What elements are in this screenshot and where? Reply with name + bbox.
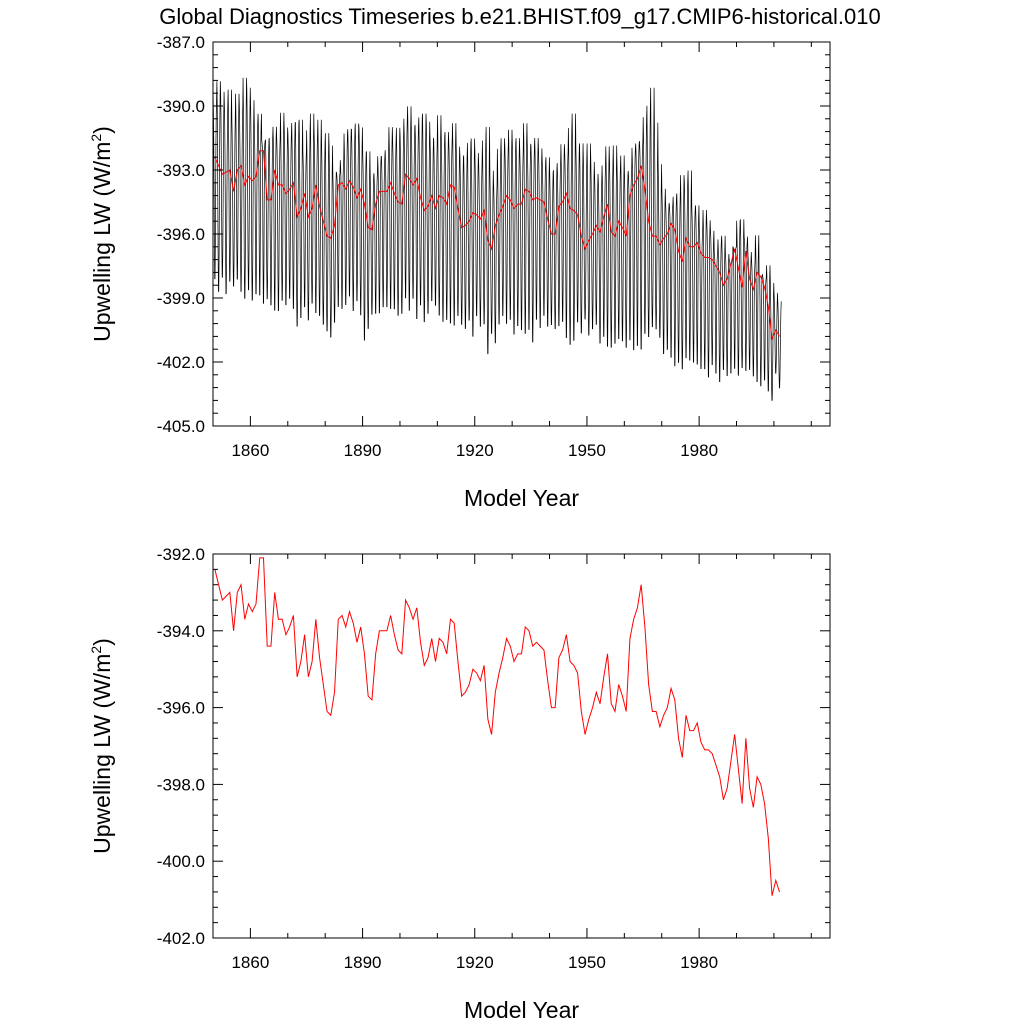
y-tick-label: -398.0 [157, 775, 205, 794]
y-tick-label: -400.0 [157, 852, 205, 871]
x-axis-label-top: Model Year [464, 485, 579, 511]
x-tick-label: 1860 [231, 953, 269, 972]
figure-title: Global Diagnostics Timeseries b.e21.BHIS… [159, 4, 880, 29]
x-tick-label: 1980 [680, 953, 718, 972]
x-tick-label: 1890 [344, 441, 382, 460]
plot-frame-bottom [212, 553, 831, 939]
y-axis-label-sup: 2 [88, 646, 104, 654]
y-tick-label: -402.0 [157, 353, 205, 372]
y-tick-label: -390.0 [157, 97, 205, 116]
monthly-series-line [212, 77, 782, 401]
y-tick-label: -394.0 [157, 622, 205, 641]
x-axis-label-bottom: Model Year [464, 997, 579, 1023]
y-tick-label: -402.0 [157, 929, 205, 948]
y-tick-label: -393.0 [157, 161, 205, 180]
y-tick-label: -396.0 [157, 225, 205, 244]
y-tick-label: -396.0 [157, 699, 205, 718]
y-tick-label: -387.0 [157, 33, 205, 52]
y-axis-label-top: Upwelling LW (W/m2) [88, 126, 115, 342]
x-tick-label: 1950 [568, 953, 606, 972]
y-axis-label-sup: 2 [88, 134, 104, 142]
x-tick-label: 1920 [456, 953, 494, 972]
y-axis-label-main: Upwelling LW (W/m [89, 142, 115, 342]
annual-mean-line-bottom [214, 557, 780, 896]
y-axis-label-tail: ) [89, 126, 115, 134]
x-tick-label: 1860 [231, 441, 269, 460]
y-tick-label: -392.0 [157, 545, 205, 564]
panel-top: 1860 1890 1920 1950 1980 -387.0 -390.0 -393.0 -3… [88, 33, 831, 511]
annual-mean-line-top [214, 150, 780, 341]
y-tick-label: -399.0 [157, 289, 205, 308]
x-tick-label: 1920 [456, 441, 494, 460]
y-axis-label-tail: ) [89, 638, 115, 646]
panel-bottom: 1860 1890 1920 1950 1980 -392.0 -394.0 -396.0 -3… [88, 545, 831, 1023]
x-tick-label: 1890 [344, 953, 382, 972]
x-tick-label: 1950 [568, 441, 606, 460]
x-tick-label: 1980 [680, 441, 718, 460]
y-axis-label-main: Upwelling LW (W/m [89, 654, 115, 854]
y-tick-label: -405.0 [157, 417, 205, 436]
y-axis-label-bottom: Upwelling LW (W/m2) [88, 638, 115, 854]
